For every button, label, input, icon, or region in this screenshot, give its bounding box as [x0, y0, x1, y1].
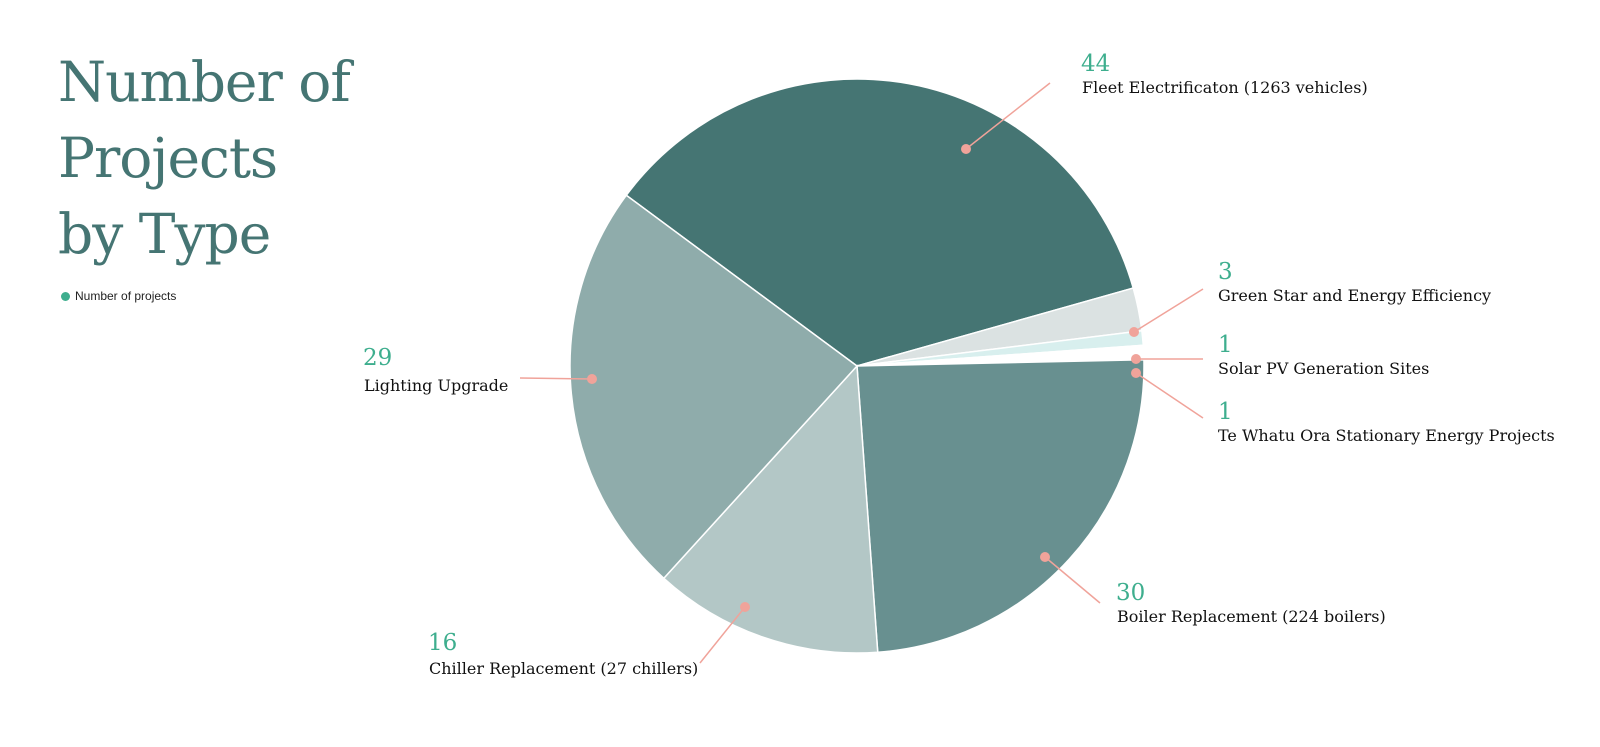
- slice-value-label: 3: [1218, 259, 1233, 285]
- slice-category-label: Solar PV Generation Sites: [1218, 359, 1429, 378]
- leader-line: [1135, 372, 1204, 419]
- slice-category-label: Chiller Replacement (27 chillers): [429, 659, 698, 678]
- pie-slice[interactable]: [856, 359, 1145, 654]
- slice-category-label: Green Star and Energy Efficiency: [1218, 286, 1491, 305]
- pie-slice[interactable]: [625, 78, 1135, 367]
- leader-line: [519, 377, 593, 380]
- slice-value-label: 44: [1081, 51, 1110, 77]
- slice-value-label: 16: [428, 630, 457, 656]
- slice-category-label: Boiler Replacement (224 boilers): [1117, 607, 1386, 626]
- slice-category-label: Te Whatu Ora Stationary Energy Projects: [1218, 426, 1555, 445]
- pie-slice[interactable]: [662, 364, 879, 654]
- leader-line: [699, 606, 746, 664]
- legend-marker: [61, 291, 70, 301]
- leader-dot: [1040, 552, 1050, 562]
- slice-category-label: Lighting Upgrade: [364, 376, 508, 395]
- pie-slices: [569, 78, 1145, 654]
- slice-value-label: 1: [1218, 332, 1233, 358]
- slice-value-label: 1: [1218, 399, 1233, 425]
- leader-dot: [1131, 354, 1141, 364]
- chart-title-line: Projects: [58, 126, 278, 190]
- slice-category-label: Fleet Electrificaton (1263 vehicles): [1082, 78, 1368, 97]
- chart-title-line: Number of: [58, 50, 351, 114]
- leader-dot: [740, 602, 750, 612]
- leader-dot: [961, 144, 971, 154]
- chart-title-line: by Type: [58, 202, 271, 266]
- pie-slice[interactable]: [569, 194, 859, 580]
- chart-title: Number of Projects by Type: [58, 44, 358, 272]
- leader-dot: [1131, 368, 1141, 378]
- legend-label: Number of projects: [75, 289, 177, 303]
- legend[interactable]: Number of projects: [61, 289, 176, 303]
- leader-line: [1133, 288, 1204, 333]
- slice-value-label: 30: [1116, 580, 1145, 606]
- leader-dot: [1129, 327, 1139, 337]
- leader-line: [965, 82, 1051, 150]
- leader-line: [1044, 556, 1101, 604]
- leader-dot: [587, 374, 597, 384]
- slice-value-label: 29: [363, 345, 392, 371]
